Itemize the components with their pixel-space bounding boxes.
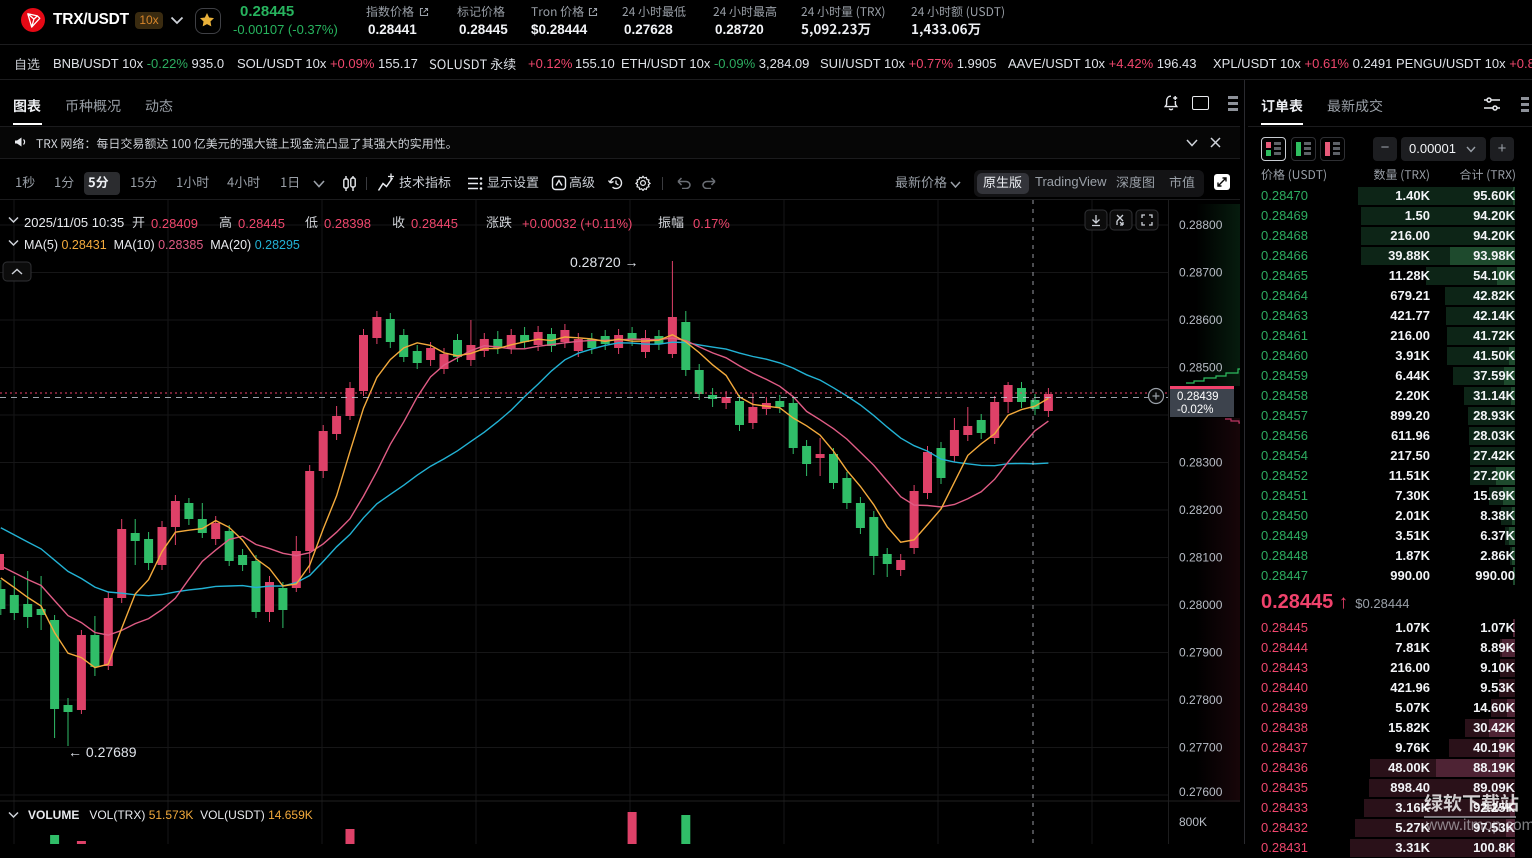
svg-text:0.28700: 0.28700 [1179, 266, 1223, 280]
svg-text:0.27900: 0.27900 [1179, 646, 1223, 660]
svg-text:0.28439: 0.28439 [1177, 391, 1219, 403]
svg-text:0.28720 →: 0.28720 → [570, 254, 639, 270]
svg-text:0.28100: 0.28100 [1179, 551, 1223, 565]
svg-text:0.28600: 0.28600 [1179, 313, 1223, 327]
svg-text:0.27600: 0.27600 [1179, 785, 1223, 799]
svg-text:0.28800: 0.28800 [1179, 218, 1223, 232]
svg-text:800K: 800K [1179, 815, 1207, 829]
svg-text:0.28500: 0.28500 [1179, 361, 1223, 375]
svg-text:-0.02%: -0.02% [1177, 404, 1213, 416]
svg-text:0.27800: 0.27800 [1179, 693, 1223, 707]
svg-text:← 0.27689: ← 0.27689 [68, 744, 137, 760]
svg-text:0.28300: 0.28300 [1179, 456, 1223, 470]
svg-text:0.27700: 0.27700 [1179, 741, 1223, 755]
svg-text:0.28000: 0.28000 [1179, 598, 1223, 612]
svg-text:0.28200: 0.28200 [1179, 503, 1223, 517]
